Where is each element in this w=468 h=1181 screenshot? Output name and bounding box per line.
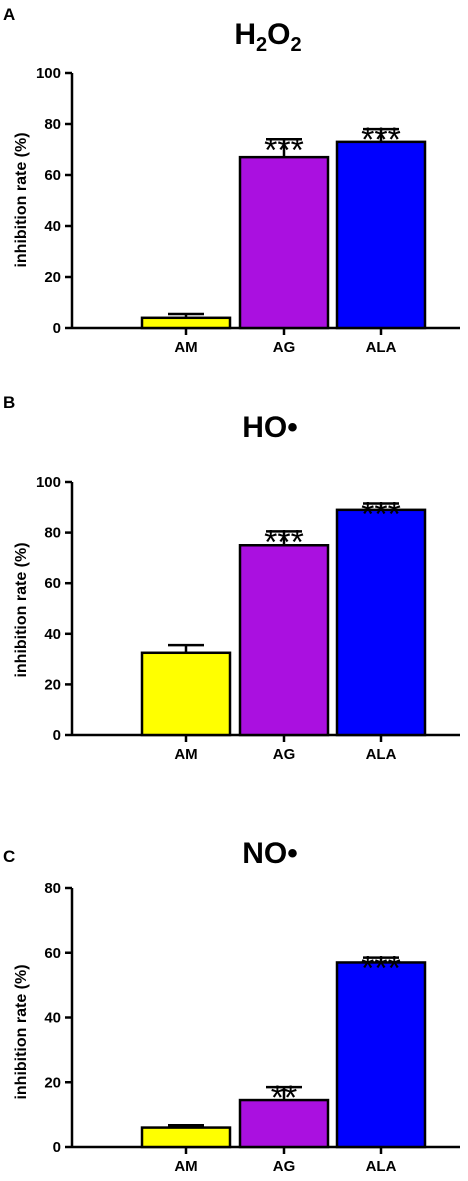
chart-title: H2O2 <box>234 18 301 56</box>
y-tick-label: 60 <box>44 575 61 592</box>
y-tick-label: 20 <box>44 269 61 286</box>
significance-label: ** <box>271 1079 297 1117</box>
y-tick-label: 40 <box>44 626 61 643</box>
bar-am <box>140 651 232 737</box>
plot-area: 0 20 40 60 80 100 AM AG *** ALA *** <box>36 65 460 356</box>
y-tick-label: 0 <box>53 727 61 744</box>
x-tick-label: AG <box>273 746 296 763</box>
bar-ag <box>238 544 330 737</box>
y-tick-label: 80 <box>44 525 61 542</box>
y-tick-label: 100 <box>36 474 61 491</box>
bar-ag <box>238 1098 330 1149</box>
significance-label: *** <box>361 950 401 988</box>
x-tick-label: ALA <box>366 1158 397 1175</box>
plot-area: 0 20 40 60 80 100 AM AG *** ALA *** <box>36 474 460 763</box>
y-tick-label: 100 <box>36 65 61 82</box>
x-tick-label: ALA <box>366 746 397 763</box>
bar-am <box>140 1126 232 1149</box>
x-tick-label: AM <box>174 339 197 356</box>
chart-panel-b: B HO• inhibition rate (%) 0 20 40 60 80 100 AM… <box>0 380 468 780</box>
title-part: O <box>267 18 290 51</box>
y-tick-label: 80 <box>44 880 61 897</box>
panel-letter: B <box>3 393 15 412</box>
y-axis-label: inhibition rate (%) <box>13 132 30 267</box>
bar-ala <box>335 508 427 737</box>
y-tick-label: 20 <box>44 1074 61 1091</box>
bar-ala <box>335 140 427 330</box>
y-tick-label: 0 <box>53 1139 61 1156</box>
y-tick-label: 40 <box>44 1010 61 1027</box>
title-subscript: 2 <box>256 34 267 56</box>
bar-am <box>140 316 232 330</box>
chart-panel-c: C NO• inhibition rate (%) 0 20 40 60 80 AM AG *… <box>0 780 468 1181</box>
y-tick-label: 0 <box>53 320 61 337</box>
y-tick-label: 20 <box>44 676 61 693</box>
significance-label: *** <box>361 496 401 534</box>
chart-panel-a: A H2O2 inhibition rate (%) 0 20 40 60 80 100 A… <box>0 0 468 380</box>
x-tick-label: AM <box>174 1158 197 1175</box>
chart-title: HO• <box>242 411 298 444</box>
significance-label: *** <box>264 523 304 561</box>
y-tick-label: 80 <box>44 116 61 133</box>
y-axis-label: inhibition rate (%) <box>13 964 30 1099</box>
chart-title: NO• <box>242 837 298 870</box>
panel-letter: A <box>3 5 15 24</box>
x-tick-label: ALA <box>366 339 397 356</box>
bar-ag <box>238 155 330 330</box>
chart-c-svg: C NO• inhibition rate (%) 0 20 40 60 80 AM AG *… <box>3 837 460 1175</box>
y-tick-label: 60 <box>44 945 61 962</box>
chart-b-svg: B HO• inhibition rate (%) 0 20 40 60 80 100 AM… <box>3 393 460 763</box>
x-tick-label: AG <box>273 1158 296 1175</box>
plot-area: 0 20 40 60 80 AM AG ** ALA *** <box>44 880 460 1175</box>
y-tick-label: 60 <box>44 167 61 184</box>
x-tick-label: AM <box>174 746 197 763</box>
chart-a-svg: A H2O2 inhibition rate (%) 020406080100A… <box>3 5 460 356</box>
title-part: H <box>234 18 256 51</box>
bar-ala <box>335 961 427 1149</box>
y-tick-label: 40 <box>44 218 61 235</box>
significance-label: *** <box>361 121 401 159</box>
panel-letter: C <box>3 847 15 866</box>
x-tick-label: AG <box>273 339 296 356</box>
y-axis-label: inhibition rate (%) <box>13 542 30 677</box>
title-subscript: 2 <box>291 34 302 56</box>
significance-label: *** <box>264 131 304 169</box>
